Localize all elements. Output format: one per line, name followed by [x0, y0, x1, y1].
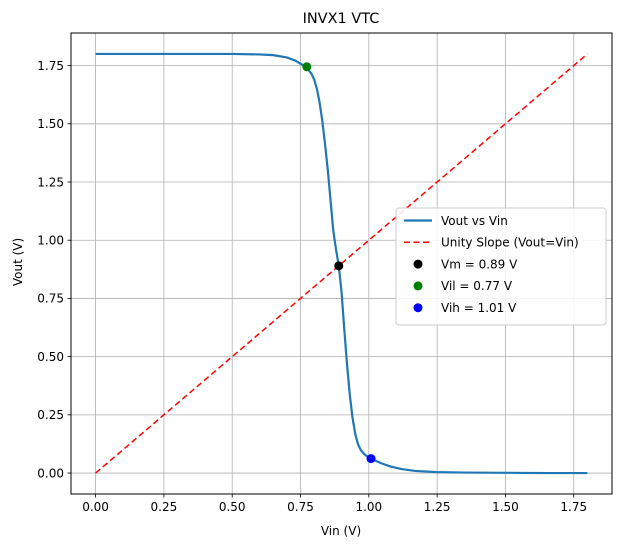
x-tick-label: 1.25 [424, 500, 451, 514]
y-tick-label: 1.00 [37, 234, 64, 248]
legend-box [395, 207, 607, 326]
legend-label: Vih = 1.01 V [441, 301, 517, 315]
y-tick-label: 1.50 [37, 117, 64, 131]
legend-label: Vout vs Vin [441, 214, 508, 228]
plot-series [95, 52, 588, 475]
marker-point [366, 454, 376, 464]
marker-point [334, 261, 344, 271]
chart-title: INVX1 VTC [303, 11, 380, 27]
x-tick-label: 0.50 [219, 500, 246, 514]
x-axis-label: Vin (V) [321, 524, 361, 538]
x-axis-ticks: 0.00 0.25 0.50 0.75 1.00 1.25 1.50 1.75 [82, 494, 587, 514]
legend-label: Unity Slope (Vout=Vin) [441, 236, 579, 250]
legend-label: Vil = 0.77 V [441, 279, 513, 293]
y-tick-label: 0.25 [37, 408, 64, 422]
x-tick-label: 1.75 [560, 500, 587, 514]
vtc-curve [95, 52, 588, 475]
plot-frame [70, 32, 613, 495]
legend-swatch-marker [413, 259, 423, 269]
x-tick-label: 1.50 [492, 500, 519, 514]
x-tick-label: 0.25 [151, 500, 178, 514]
x-tick-label: 0.00 [82, 500, 109, 514]
y-tick-label: 0.75 [37, 292, 64, 306]
x-tick-label: 0.75 [287, 500, 314, 514]
y-axis-ticks: 0.00 0.25 0.50 0.75 1.00 1.25 1.50 1.75 [37, 59, 71, 480]
x-tick-label: 1.00 [355, 500, 382, 514]
marker-point [302, 62, 312, 72]
y-tick-label: 0.00 [37, 466, 64, 480]
y-tick-label: 0.50 [37, 350, 64, 364]
y-tick-label: 1.25 [37, 175, 64, 189]
legend: Vout vs Vin Unity Slope (Vout=Vin) Vm = 0.… [395, 207, 607, 326]
y-axis-label: Vout (V) [11, 238, 25, 286]
legend-swatch-marker [413, 281, 423, 291]
legend-label: Vm = 0.89 V [441, 257, 518, 271]
legend-swatch-marker [413, 303, 423, 313]
y-tick-label: 1.75 [37, 59, 64, 73]
